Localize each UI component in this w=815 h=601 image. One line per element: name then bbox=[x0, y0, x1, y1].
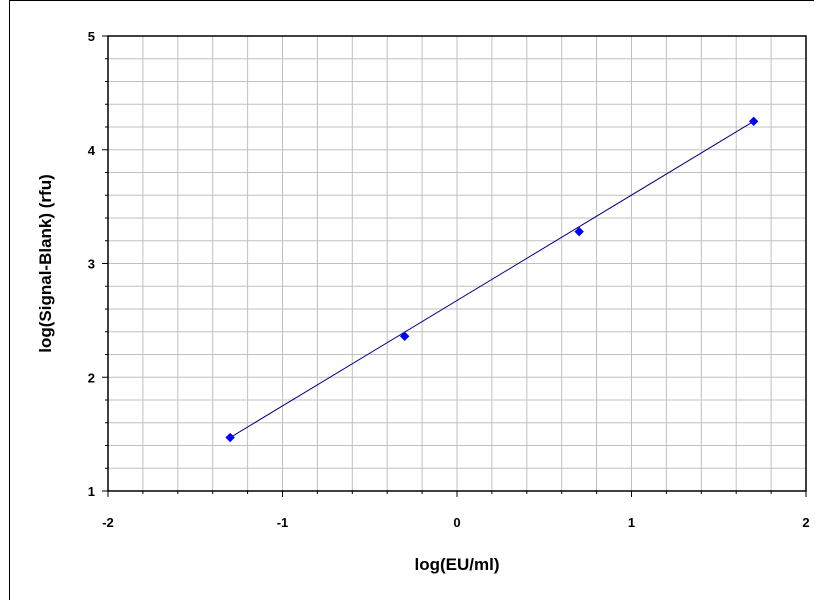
y-tick-labels: 1 2 3 4 5 bbox=[88, 29, 96, 499]
y-tick-label: 2 bbox=[88, 370, 95, 385]
y-axis-label: log(Signal-Blank) (rfu) bbox=[36, 174, 55, 352]
tick-marks bbox=[102, 35, 807, 497]
x-tick-label: 2 bbox=[802, 515, 809, 530]
x-axis-label: log(EU/ml) bbox=[415, 555, 500, 574]
y-tick-label: 1 bbox=[88, 484, 95, 499]
data-point bbox=[574, 226, 584, 237]
grid bbox=[108, 36, 806, 491]
data-point bbox=[748, 116, 759, 127]
x-tick-labels: -2 -1 0 1 2 bbox=[102, 515, 809, 530]
x-tick-label: -2 bbox=[102, 515, 114, 530]
y-tick-label: 4 bbox=[88, 143, 96, 158]
data-points bbox=[225, 116, 759, 443]
data-point bbox=[225, 432, 235, 443]
x-tick-label: 1 bbox=[628, 515, 635, 530]
y-tick-label: 3 bbox=[88, 257, 95, 272]
x-tick-label: 0 bbox=[453, 515, 460, 530]
x-tick-label: -1 bbox=[277, 515, 289, 530]
chart-frame bbox=[9, 0, 814, 600]
y-tick-label: 5 bbox=[88, 29, 95, 44]
data-point bbox=[399, 331, 410, 342]
fit-line bbox=[229, 120, 754, 438]
